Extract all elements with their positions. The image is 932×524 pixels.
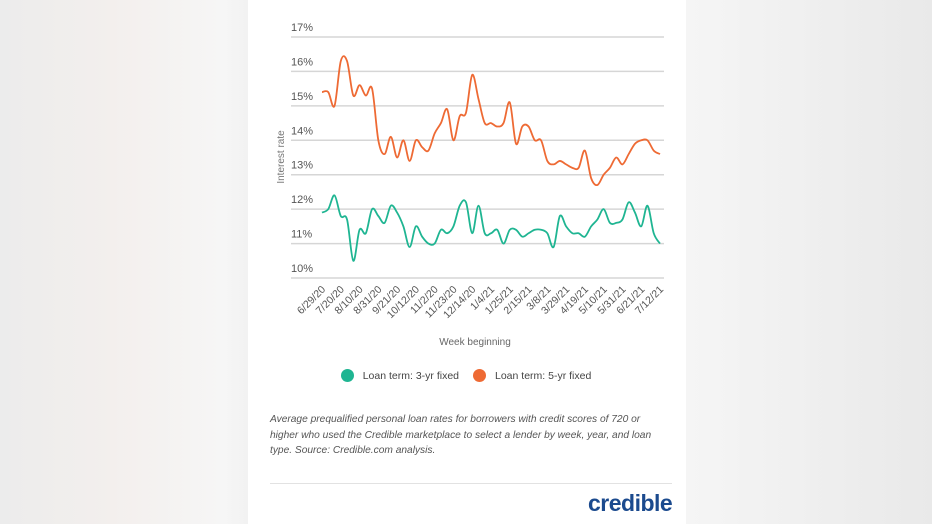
- series-line-3yr-fixed: [321, 194, 661, 262]
- legend-label-5yr: Loan term: 5-yr fixed: [495, 369, 592, 382]
- credible-logo: credible: [588, 490, 673, 516]
- y-tick-label: 17%: [291, 22, 313, 34]
- y-tick-label: 11%: [291, 229, 312, 241]
- y-axis-label: Interest rate: [276, 130, 287, 184]
- legend-label-3yr: Loan term: 3-yr fixed: [362, 369, 459, 382]
- legend: Loan term: 3-yr fixed Loan term: 5-yr fi…: [0, 369, 932, 382]
- y-tick-label: 14%: [291, 125, 313, 137]
- chart-card: [248, 0, 686, 524]
- y-tick-label: 15%: [291, 91, 313, 103]
- chart-caption: Average prequalified personal loan rates…: [270, 414, 652, 456]
- legend-dot-3yr: [340, 369, 354, 382]
- legend-dot-5yr: [473, 369, 486, 382]
- legend-item-5yr: Loan term: 5-yr fixed: [473, 369, 591, 382]
- series-line-5yr-fixed: [321, 55, 661, 187]
- divider: [270, 483, 672, 484]
- y-tick-label: 12%: [291, 194, 313, 206]
- x-axis-label: Week beginning: [439, 337, 511, 348]
- y-tick-label: 13%: [291, 160, 313, 172]
- y-tick-label: 16%: [291, 56, 313, 68]
- y-tick-label: 10%: [291, 263, 313, 275]
- legend-item-3yr: Loan term: 3-yr fixed: [340, 369, 459, 382]
